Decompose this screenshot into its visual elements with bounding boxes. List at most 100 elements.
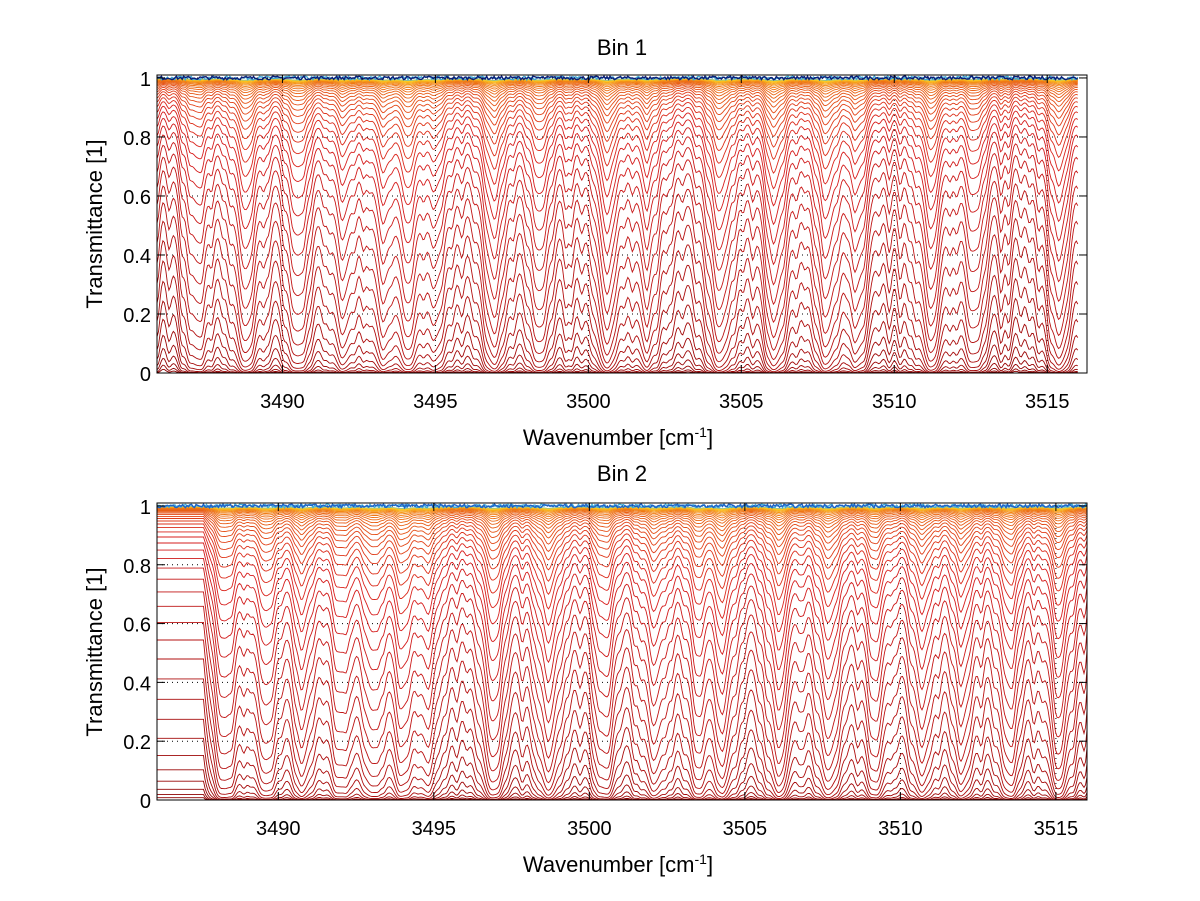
x-tick-label: 3490: [260, 391, 305, 413]
spectrum-line: [156, 101, 1079, 190]
spectrum-line: [157, 678, 1088, 798]
x-tick-label: 3495: [413, 391, 458, 413]
spectrum-line: [157, 74, 1078, 82]
spectrum-line: [156, 260, 1079, 373]
y-tick-label: 0.8: [123, 128, 151, 150]
axes-frame: [156, 502, 1088, 801]
spectra: [156, 502, 1088, 801]
spectrum-line: [156, 111, 1079, 226]
spectrum-line: [157, 578, 1088, 735]
x-tick-label: 3505: [723, 818, 768, 840]
spectrum-line: [157, 536, 1088, 637]
y-tick-label: 0.4: [123, 246, 151, 268]
spectrum-line: [156, 502, 1088, 510]
x-tick-label: 3515: [1025, 391, 1070, 413]
x-tick-label: 3500: [566, 391, 611, 413]
spectrum-line: [156, 80, 1078, 93]
subplot-bin-2: Bin 2 3490 3495 3500 3505 3510 3515 0 0.2 0.4 0.…: [82, 461, 1088, 877]
spectrum-line: [156, 88, 1078, 138]
x-axis-ticks: 3490 3495 3500 3505 3510 3515: [260, 75, 1069, 413]
x-tick-label: 3500: [567, 818, 612, 840]
spectrum-line: [156, 78, 1078, 87]
spectrum-line: [156, 81, 1078, 99]
spectrum-line: [157, 718, 1088, 801]
spectrum-line: [157, 508, 1088, 524]
y-axis-label: Transmittance [1]: [82, 139, 107, 308]
spectrum-line: [157, 507, 1088, 515]
spectrum-line: [156, 93, 1078, 161]
x-tick-label: 3510: [878, 818, 923, 840]
spectrum-line: [157, 567, 1088, 716]
spectrum-line: [157, 508, 1088, 521]
spectrum-line: [157, 754, 1088, 801]
y-tick-label: 0.6: [123, 615, 151, 637]
spectrum-line: [156, 185, 1079, 351]
spectrum-line: [156, 156, 1079, 323]
y-axis-ticks: 0 0.2 0.4 0.6 0.8 1: [123, 497, 1087, 813]
x-axis-label: Wavenumber [cm-1]: [523, 424, 713, 450]
spectrum-line: [156, 82, 1078, 103]
x-tick-label: 3515: [1034, 818, 1079, 840]
spectrum-line: [156, 144, 1079, 306]
spectrum-line: [157, 512, 1088, 543]
spectrum-line: [156, 86, 1078, 128]
spectrum-line: [157, 591, 1088, 753]
x-tick-label: 3505: [719, 391, 764, 413]
spectrum-line: [157, 639, 1088, 789]
grid: [157, 75, 1087, 374]
spectrum-line: [156, 117, 1079, 246]
spectrum-line: [157, 605, 1088, 768]
y-axis-ticks: 0 0.2 0.4 0.6 0.8 1: [123, 69, 1087, 386]
spectrum-line: [157, 658, 1088, 795]
spectrum-line: [156, 125, 1079, 266]
spectrum-line: [157, 507, 1088, 517]
spectrum-line: [156, 220, 1079, 367]
x-axis-label: Wavenumber [cm-1]: [523, 851, 713, 877]
spectrum-line: [156, 134, 1079, 286]
spectrum-line: [156, 79, 1078, 89]
spectra: [156, 74, 1079, 374]
y-axis-label: Transmittance [1]: [82, 567, 107, 736]
y-tick-label: 0: [140, 364, 151, 386]
spectrum-line: [156, 80, 1078, 96]
y-tick-label: 1: [140, 69, 151, 91]
spectrum-line: [156, 239, 1079, 371]
spectrum-line: [157, 527, 1088, 604]
spectrum-line: [156, 170, 1079, 339]
spectrum-line: [156, 300, 1079, 374]
spectrum-line: [157, 542, 1088, 656]
spectrum-line: [156, 318, 1079, 374]
spectrum-line: [157, 531, 1088, 620]
y-tick-label: 1: [140, 497, 151, 519]
spectrum-line: [157, 509, 1088, 528]
y-tick-label: 0.2: [123, 305, 151, 327]
spectrum-line: [157, 515, 1088, 557]
spectrum-line: [157, 621, 1088, 780]
spectrum-line: [156, 105, 1079, 207]
subplot-bin-1: Bin 1 3490 3495 3500 3505 3510 3515 0 0.2 0.4 0.…: [82, 35, 1088, 450]
subplot-title: Bin 2: [597, 461, 647, 486]
spectrum-line: [157, 510, 1088, 532]
spectrum-line: [156, 97, 1079, 174]
spectrum-line: [156, 78, 1078, 86]
y-tick-label: 0.6: [123, 187, 151, 209]
x-tick-label: 3510: [872, 391, 917, 413]
spectrum-line: [157, 507, 1088, 519]
x-tick-label: 3495: [412, 818, 457, 840]
spectrum-line: [156, 82, 1078, 108]
spectrum-line: [156, 78, 1078, 84]
spectrum-line: [157, 737, 1088, 801]
spectrum-line: [156, 280, 1079, 374]
axes-frame: [156, 74, 1088, 374]
y-tick-label: 0.8: [123, 556, 151, 578]
spectrum-line: [156, 334, 1078, 374]
spectrum-line: [157, 698, 1088, 800]
y-tick-label: 0: [140, 791, 151, 813]
subplot-title: Bin 1: [597, 35, 647, 60]
y-tick-label: 0.2: [123, 732, 151, 754]
y-tick-label: 0.4: [123, 673, 151, 695]
x-axis-ticks: 3490 3495 3500 3505 3510 3515: [256, 503, 1078, 840]
spectrum-line: [156, 91, 1078, 148]
spectrum-line: [157, 523, 1088, 590]
